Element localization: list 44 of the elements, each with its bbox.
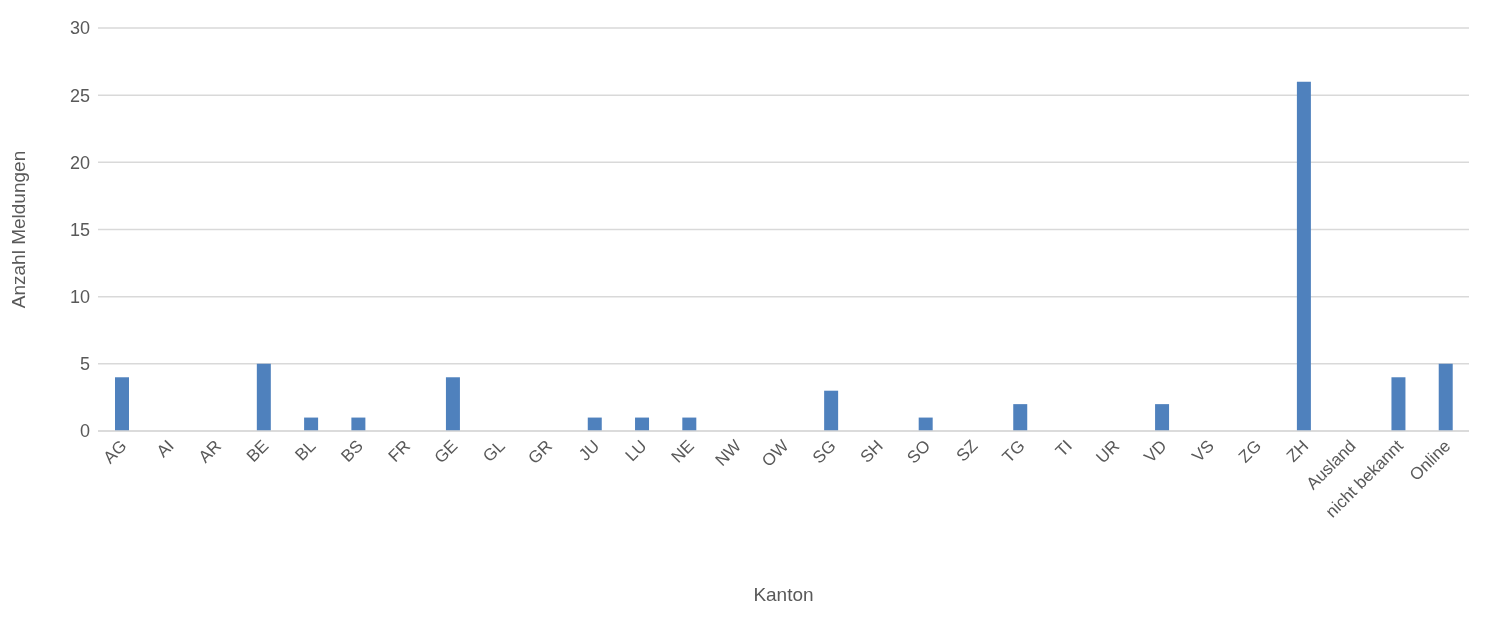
x-tick-label: UR [1092, 436, 1124, 468]
x-tick-label: ZH [1282, 436, 1313, 466]
y-tick-label: 15 [69, 219, 90, 240]
x-tick-label: GR [524, 436, 556, 468]
y-axis-title: Anzahl Meldungen [7, 150, 29, 309]
x-tick-label: SG [808, 436, 840, 468]
bar [1155, 404, 1170, 431]
bar [115, 377, 129, 431]
x-tick-label: NE [667, 436, 698, 467]
x-tick-label: JU [575, 436, 604, 465]
bar [824, 390, 839, 431]
bar [1391, 377, 1406, 431]
bar [1013, 404, 1028, 431]
x-tick-label: BL [291, 436, 320, 465]
x-tick-label: BE [242, 436, 273, 466]
x-tick-label: VD [1140, 436, 1171, 467]
x-tick-label: GE [430, 436, 462, 468]
y-tick-label: 0 [79, 421, 90, 442]
x-tick-label: BS [337, 436, 367, 466]
x-tick-label: TG [998, 436, 1029, 467]
x-tick-label: GL [479, 436, 509, 466]
x-tick-label: SH [856, 436, 887, 467]
x-tick-label: AR [194, 436, 226, 467]
x-tick-label: AI [152, 436, 178, 462]
bar [256, 363, 271, 431]
bar [445, 377, 460, 431]
y-tick-label: 30 [69, 18, 90, 39]
y-tick-label: 10 [69, 287, 90, 308]
x-axis-title: Kanton [753, 584, 814, 605]
x-tick-label: AG [99, 436, 131, 468]
x-tick-label: ZG [1234, 436, 1266, 467]
bar [1438, 363, 1453, 431]
bar [1296, 81, 1311, 431]
x-tick-label: SZ [952, 436, 982, 466]
x-tick-label: FR [384, 436, 415, 466]
x-tick-label: LU [621, 436, 651, 466]
y-tick-label: 20 [69, 152, 90, 173]
y-tick-label: 25 [69, 85, 90, 106]
x-tick-label: VS [1188, 436, 1218, 466]
y-tick-label: 5 [79, 354, 90, 375]
x-tick-label: SO [903, 436, 935, 468]
x-tick-label: NW [711, 436, 746, 470]
x-tick-label: OW [758, 436, 793, 471]
x-tick-label: TI [1051, 436, 1076, 461]
